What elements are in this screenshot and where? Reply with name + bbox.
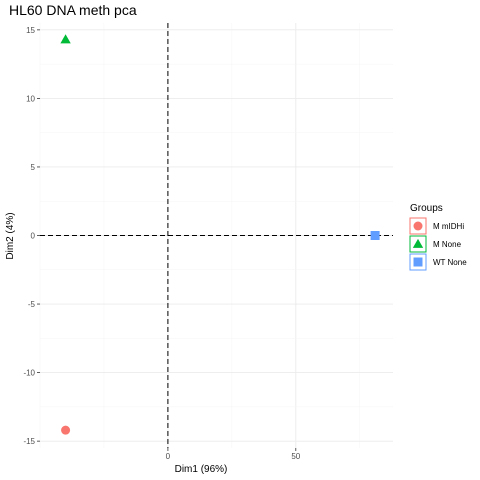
legend-label: WT None bbox=[433, 258, 467, 267]
y-tick-label: 15 bbox=[26, 26, 35, 35]
x-tick-label: 0 bbox=[166, 452, 171, 461]
y-tick-label: 5 bbox=[31, 163, 36, 172]
legend-key-marker bbox=[414, 258, 423, 267]
legend-title: Groups bbox=[410, 203, 443, 214]
y-tick-label: -10 bbox=[23, 369, 35, 378]
y-axis-label: Dim2 (4%) bbox=[5, 212, 16, 259]
legend-label: M None bbox=[433, 240, 462, 249]
plot-panel: -15 -10 -5 0 5 10 15 0 50 bbox=[23, 23, 393, 461]
legend-key-marker bbox=[414, 222, 423, 231]
x-axis-label: Dim1 (96%) bbox=[175, 464, 228, 475]
y-tick-label: -5 bbox=[28, 300, 36, 309]
legend: Groups M mIDHi M None WT None bbox=[410, 203, 467, 270]
chart-title: HL60 DNA meth pca bbox=[9, 2, 137, 18]
data-point bbox=[61, 426, 70, 435]
data-point bbox=[371, 231, 380, 240]
y-tick-label: -15 bbox=[23, 437, 35, 446]
y-tick-label: 10 bbox=[26, 94, 35, 103]
legend-label: M mIDHi bbox=[433, 222, 464, 231]
y-tick-label: 0 bbox=[31, 232, 36, 241]
x-tick-label: 50 bbox=[291, 452, 300, 461]
